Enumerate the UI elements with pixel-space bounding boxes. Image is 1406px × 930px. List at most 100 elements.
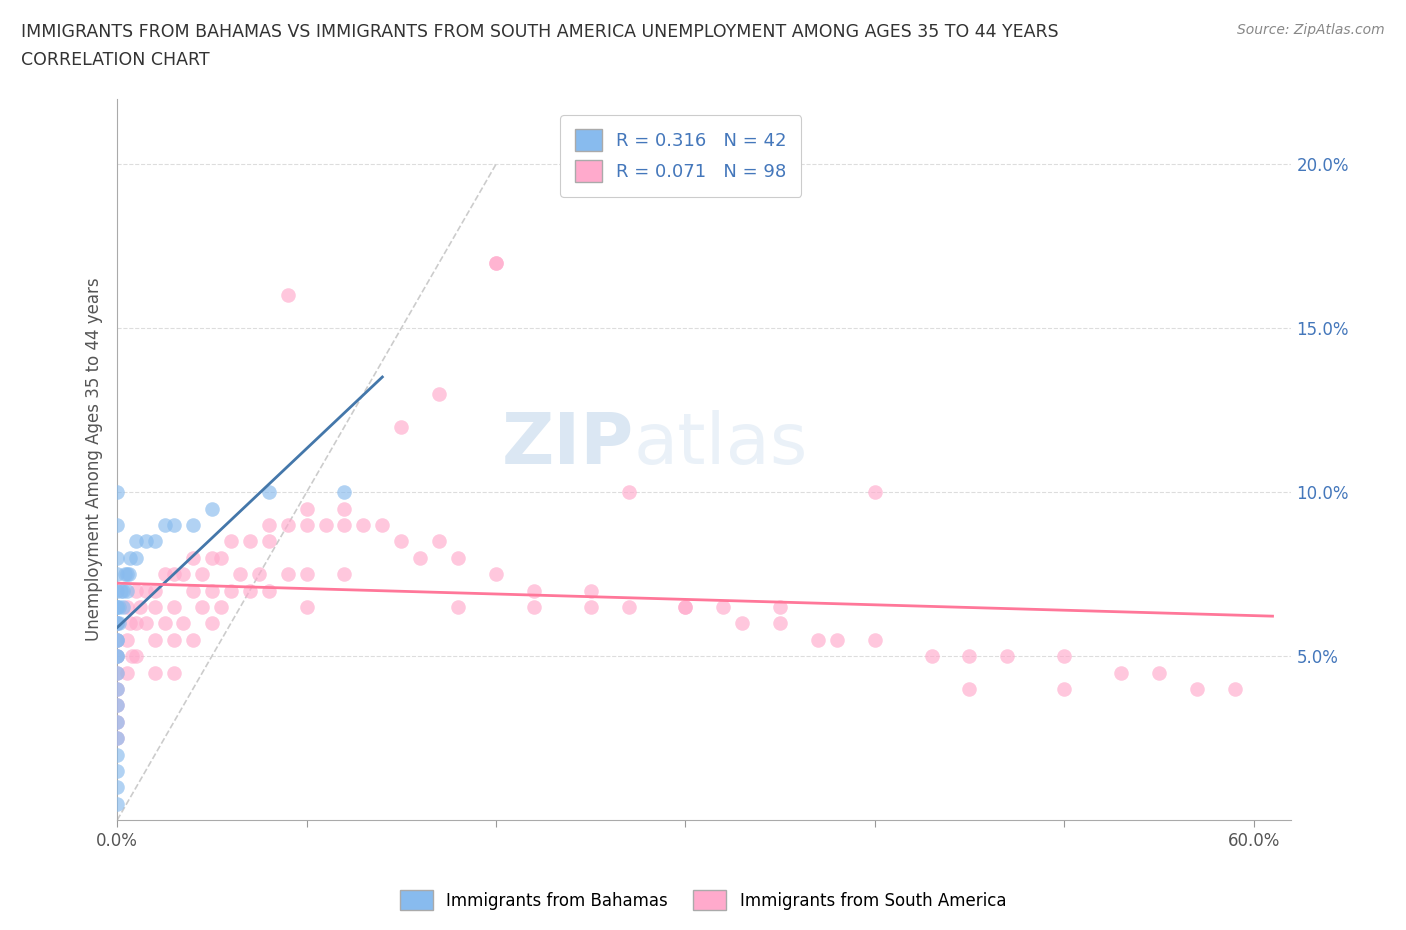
Point [209, 551, 232, 565]
Point [163, 566, 186, 581]
Point [117, 566, 139, 581]
Point [143, 600, 166, 615]
Point [295, 517, 318, 532]
Point [295, 600, 318, 615]
Point [617, 485, 640, 499]
Point [485, 255, 508, 270]
Point [105, 698, 128, 712]
Point [114, 566, 136, 581]
Point [108, 616, 131, 631]
Point [523, 583, 546, 598]
Point [209, 600, 232, 615]
Point [135, 616, 157, 631]
Point [125, 551, 148, 565]
Point [115, 566, 138, 581]
Point [105, 600, 128, 615]
Point [219, 583, 242, 598]
Point [352, 517, 374, 532]
Point [257, 534, 280, 549]
Point [333, 517, 356, 532]
Point [105, 682, 128, 697]
Point [129, 600, 152, 615]
Point [105, 583, 128, 598]
Point [105, 632, 128, 647]
Point [143, 665, 166, 680]
Point [105, 616, 128, 631]
Text: Source: ZipAtlas.com: Source: ZipAtlas.com [1237, 23, 1385, 37]
Point [105, 698, 128, 712]
Point [115, 632, 138, 647]
Point [105, 682, 128, 697]
Text: CORRELATION CHART: CORRELATION CHART [21, 51, 209, 69]
Point [105, 747, 128, 762]
Point [921, 649, 943, 664]
Point [172, 616, 194, 631]
Point [105, 517, 128, 532]
Point [191, 600, 214, 615]
Point [485, 255, 508, 270]
Point [1053, 682, 1076, 697]
Point [201, 583, 224, 598]
Point [181, 517, 204, 532]
Point [447, 551, 470, 565]
Point [153, 616, 176, 631]
Point [163, 517, 186, 532]
Point [143, 583, 166, 598]
Point [125, 534, 148, 549]
Point [153, 517, 176, 532]
Point [277, 288, 299, 303]
Point [105, 649, 128, 664]
Point [333, 501, 356, 516]
Point [389, 534, 412, 549]
Point [239, 534, 262, 549]
Point [257, 485, 280, 499]
Point [143, 534, 166, 549]
Text: atlas: atlas [634, 410, 808, 480]
Point [409, 551, 432, 565]
Point [125, 583, 148, 598]
Point [105, 714, 128, 729]
Point [257, 517, 280, 532]
Point [105, 780, 128, 795]
Point [1053, 649, 1076, 664]
Point [239, 583, 262, 598]
Point [579, 600, 602, 615]
Point [485, 566, 508, 581]
Point [389, 419, 412, 434]
Point [153, 566, 176, 581]
Point [1185, 682, 1208, 697]
Point [105, 600, 128, 615]
Legend: Immigrants from Bahamas, Immigrants from South America: Immigrants from Bahamas, Immigrants from… [394, 884, 1012, 917]
Point [447, 600, 470, 615]
Point [181, 632, 204, 647]
Point [1147, 665, 1170, 680]
Point [673, 600, 696, 615]
Point [108, 600, 131, 615]
Point [523, 600, 546, 615]
Point [163, 665, 186, 680]
Text: ZIP: ZIP [502, 410, 634, 480]
Point [617, 600, 640, 615]
Point [120, 616, 142, 631]
Point [295, 501, 318, 516]
Point [427, 534, 450, 549]
Point [105, 665, 128, 680]
Point [111, 583, 134, 598]
Point [333, 485, 356, 499]
Point [959, 649, 981, 664]
Point [181, 551, 204, 565]
Point [163, 632, 186, 647]
Point [825, 632, 848, 647]
Text: IMMIGRANTS FROM BAHAMAS VS IMMIGRANTS FROM SOUTH AMERICA UNEMPLOYMENT AMONG AGES: IMMIGRANTS FROM BAHAMAS VS IMMIGRANTS FR… [21, 23, 1059, 41]
Point [333, 566, 356, 581]
Point [120, 551, 142, 565]
Point [105, 616, 128, 631]
Point [115, 583, 138, 598]
Point [257, 583, 280, 598]
Point [277, 566, 299, 581]
Point [105, 632, 128, 647]
Y-axis label: Unemployment Among Ages 35 to 44 years: Unemployment Among Ages 35 to 44 years [86, 277, 103, 641]
Point [105, 485, 128, 499]
Point [110, 583, 132, 598]
Point [105, 714, 128, 729]
